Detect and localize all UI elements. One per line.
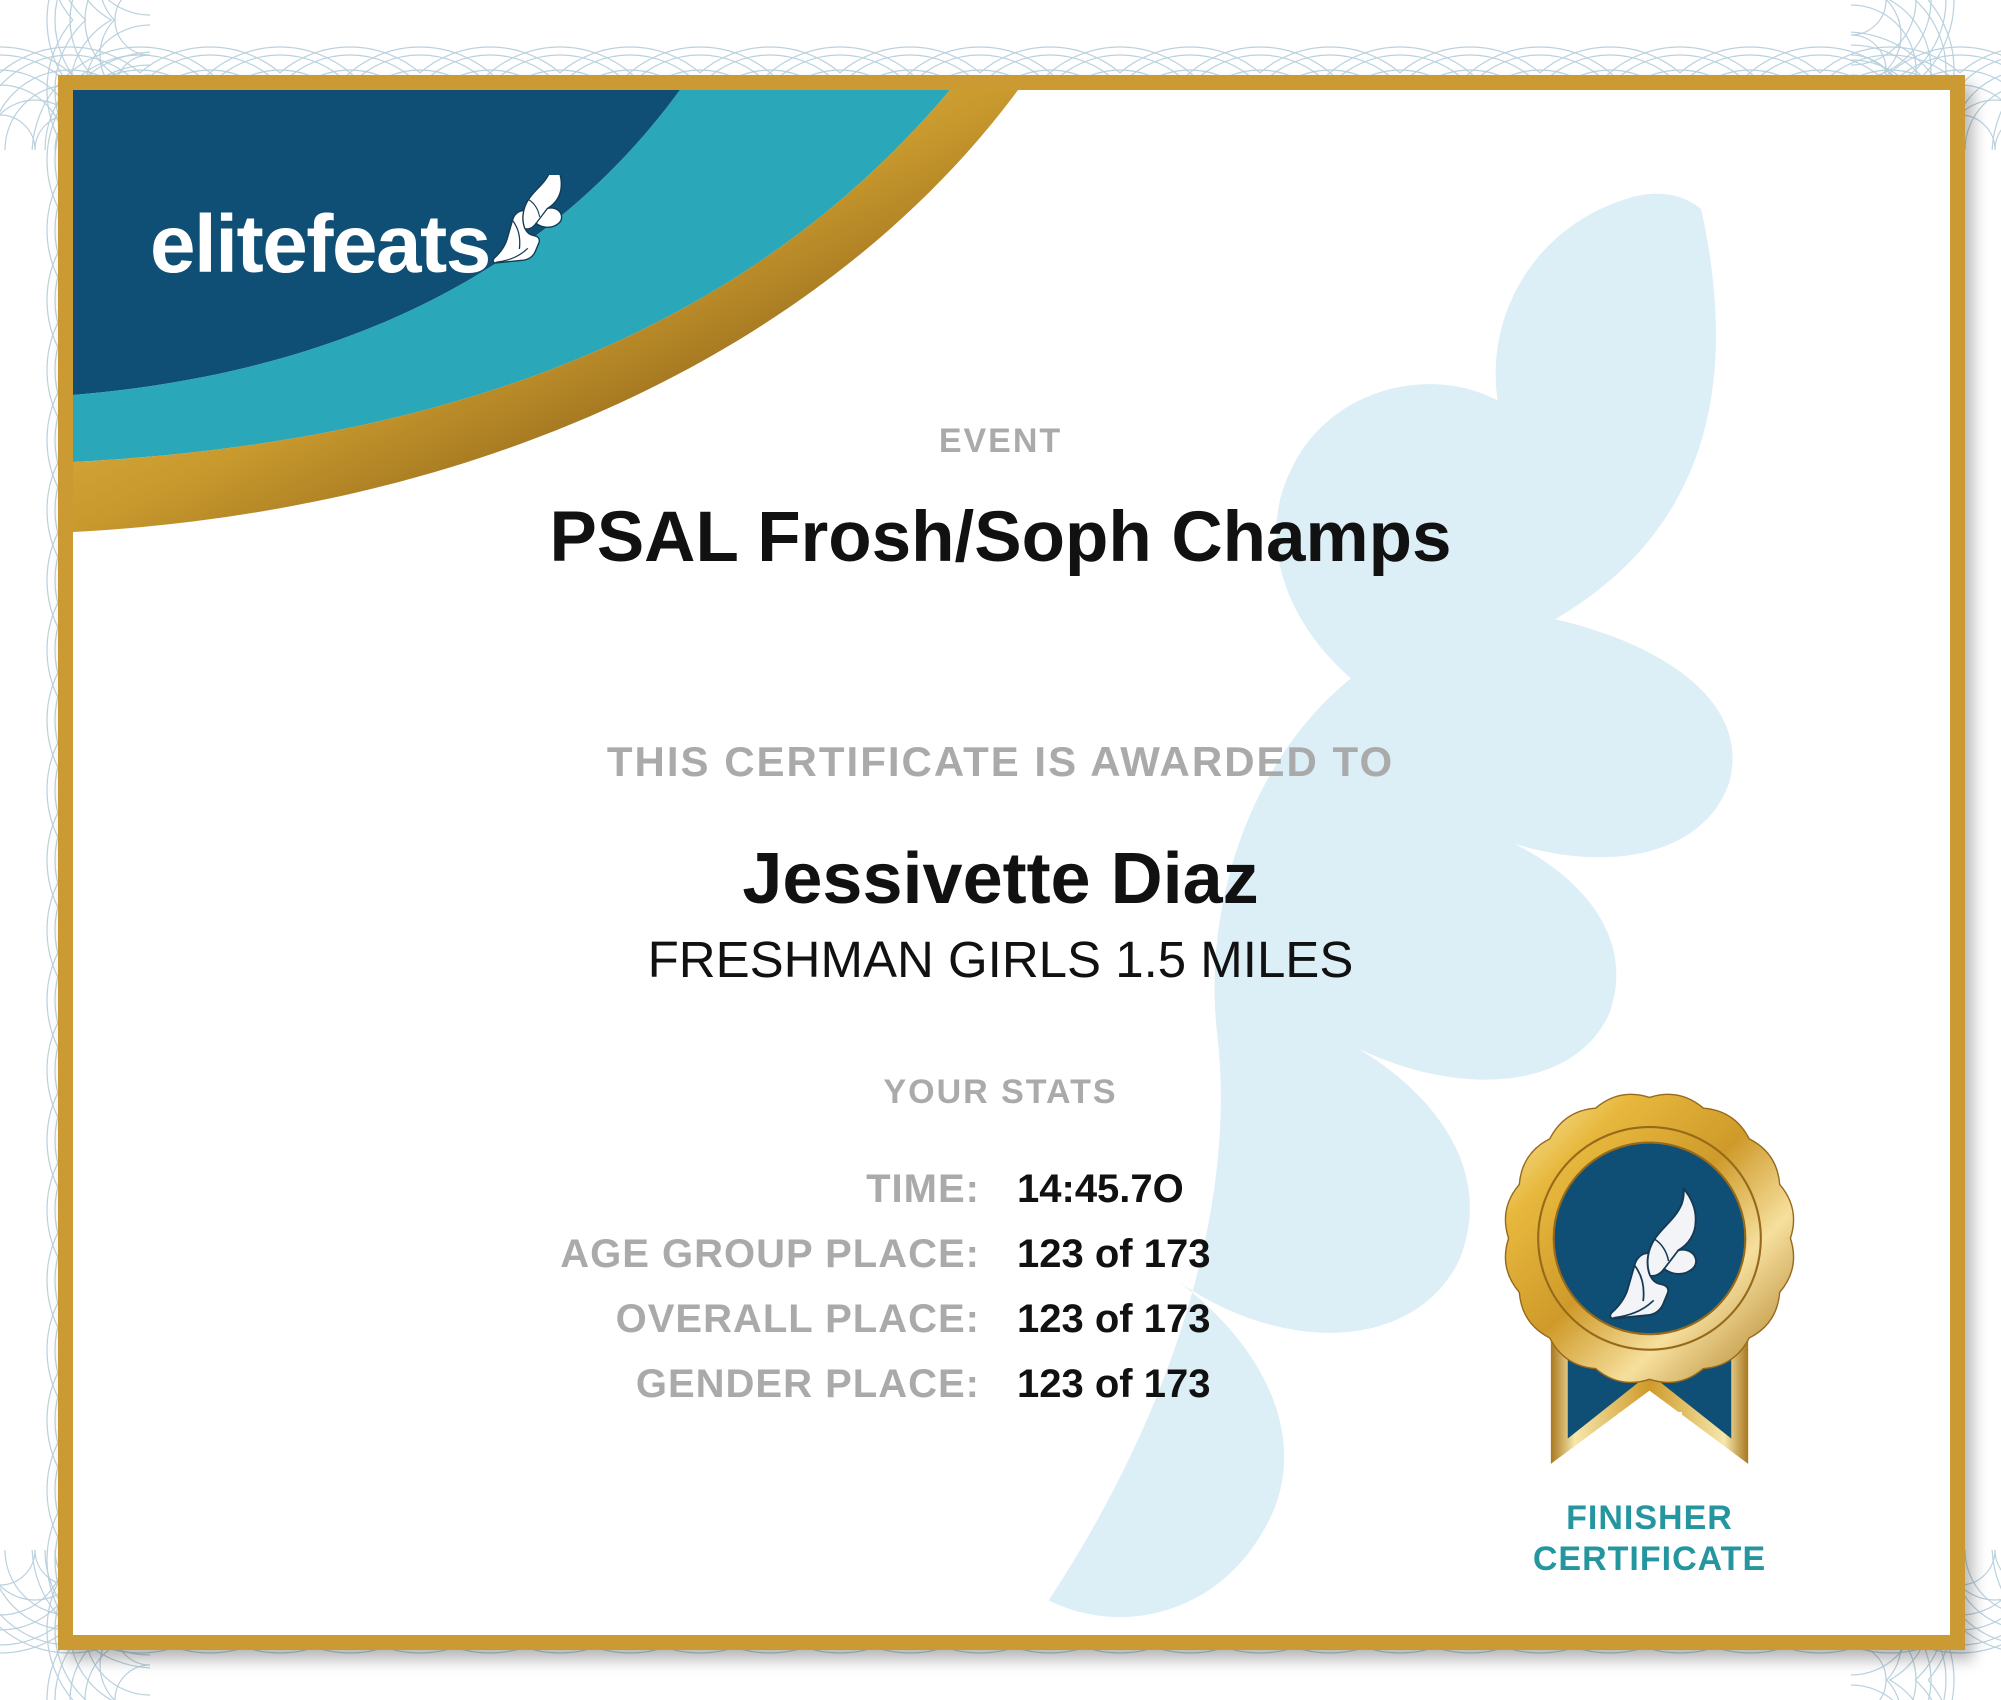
svg-text:2025: 2025 xyxy=(1615,1405,1684,1440)
svg-text:elitefeats: elitefeats xyxy=(150,199,490,290)
